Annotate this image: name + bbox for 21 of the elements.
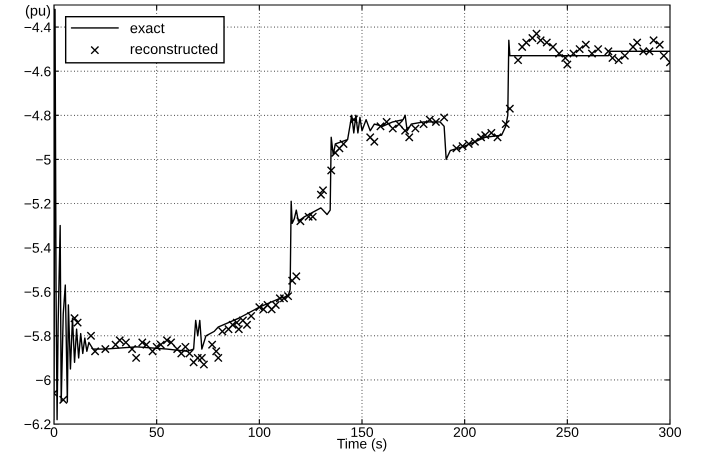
x-tick-label: 100: [248, 427, 270, 438]
x-tick-label: 300: [658, 427, 682, 438]
x-tick-label: 0: [50, 427, 58, 438]
y-tick-label: −5.8: [24, 331, 51, 342]
x-tick-label: 50: [150, 427, 164, 438]
y-axis-title: (pu): [26, 5, 50, 19]
x-tick-label: 150: [351, 427, 374, 438]
y-tick-label: −5.6: [24, 287, 51, 297]
x-tick-label: 200: [454, 427, 476, 438]
y-tick-label: −5.2: [24, 198, 51, 209]
y-tick-label: −6.2: [24, 419, 51, 430]
y-tick-label: −5: [36, 154, 51, 165]
y-tick-label: −4.8: [24, 110, 51, 120]
y-tick-label: −6: [36, 375, 51, 386]
y-tick-label: −4.6: [24, 66, 51, 76]
x-tick-label: 250: [556, 427, 578, 438]
legend-label: exact: [130, 24, 165, 34]
y-tick-label: −5.4: [24, 243, 51, 253]
x-axis-title: Time (s): [337, 438, 386, 452]
y-tick-label: −4.4: [24, 22, 51, 32]
legend-label: reconstructed: [130, 43, 218, 54]
